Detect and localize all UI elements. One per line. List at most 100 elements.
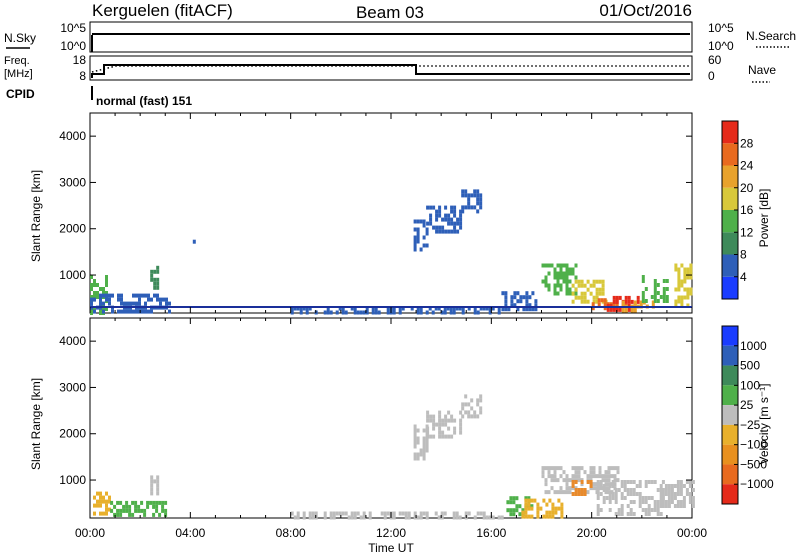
data-cell [290,511,294,516]
data-cell [607,466,611,471]
data-cell [129,301,132,306]
data-cell [143,512,147,517]
colorbar-tick-label: 8 [740,248,747,262]
data-cell [102,495,105,500]
data-cell [659,492,663,496]
data-cell [429,217,433,222]
data-cell [168,309,171,314]
data-cell [497,306,501,311]
data-cell [589,484,593,488]
data-cell [476,193,480,198]
data-cell [368,515,372,520]
data-cell [105,307,108,311]
data-cell [670,484,674,488]
data-cell [607,470,611,475]
data-cell [618,307,622,312]
data-cell [416,440,420,445]
data-cell [627,303,631,308]
data-cell [383,511,387,516]
data-cell [398,306,402,311]
data-cell [677,287,681,292]
data-cell [691,500,695,504]
data-cell [165,301,168,306]
data-cell [150,487,154,492]
data-cell [444,414,448,419]
data-cell [565,490,569,495]
data-cell [647,480,651,484]
data-patch [290,511,504,520]
data-cell [299,310,303,315]
data-cell [556,275,560,280]
data-cell [105,507,108,512]
data-cell [476,201,480,206]
data-cell [528,307,532,312]
data-cell [105,279,108,283]
data-cell [113,504,117,509]
data-cell [596,492,600,496]
data-cell [155,500,159,505]
data-cell [426,418,430,423]
data-cell [562,470,566,475]
data-cell [682,496,686,500]
data-cell [683,279,687,284]
data-cell [453,426,457,431]
data-cell [589,470,593,475]
data-cell [547,474,551,479]
data-cell [630,299,634,304]
data-cell [541,466,545,471]
data-cell [422,235,426,240]
data-cell [155,504,159,509]
data-cell [450,217,454,222]
data-cell [150,277,154,282]
data-cell [577,295,581,300]
data-cell [525,291,529,296]
data-cell [350,306,354,311]
data-cell [586,480,590,484]
data-cell [90,283,93,287]
data-cell [444,434,448,439]
data-cell [553,287,557,292]
data-cell [356,511,360,516]
data-cell [683,271,687,276]
data-cell [620,484,624,488]
data-cell [689,291,693,296]
x-tick-label: 00:00 [75,526,105,540]
data-cell [653,480,657,484]
data-cell [612,307,616,312]
data-cell [599,508,603,512]
data-cell [119,512,123,517]
data-cell [116,508,120,513]
date-label: 01/Oct/2016 [599,1,692,20]
data-cell [608,492,612,496]
data-cell [444,422,448,427]
power-ylabel: Slant Range [km] [29,170,43,262]
data-cell [553,275,557,280]
data-cell [560,510,564,515]
data-cell [525,295,529,300]
data-cell [134,508,138,513]
data-cell [565,482,569,487]
data-cell [161,508,165,513]
data-cell [664,492,668,496]
data-cell [461,209,465,214]
data-cell [562,279,566,284]
data-cell [553,466,557,471]
data-cell [467,193,471,198]
data-cell [461,306,465,311]
data-cell [329,310,333,315]
data-cell [659,484,663,488]
data-cell [441,225,445,230]
data-cell [347,515,351,520]
data-cell [93,309,96,314]
data-cell [521,508,525,513]
data-cell [99,499,102,504]
data-cell [667,484,671,488]
data-cell [164,512,168,517]
data-cell [93,511,96,516]
data-cell [641,275,645,279]
data-cell [344,511,348,516]
data-cell [164,500,168,505]
data-cell [559,287,563,292]
data-cell [426,430,430,435]
data-cell [547,470,551,475]
